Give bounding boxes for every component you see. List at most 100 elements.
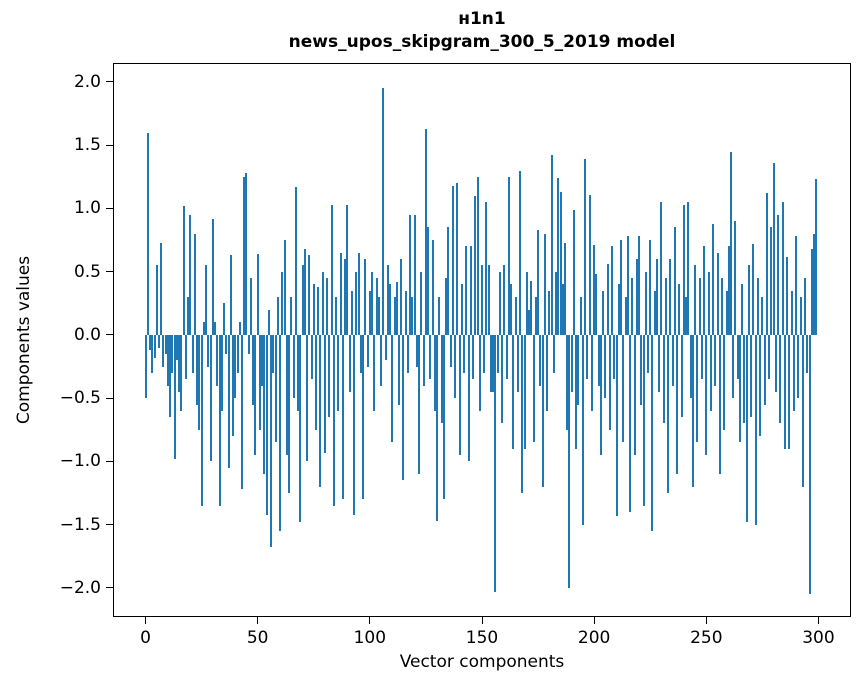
bar — [559, 192, 562, 335]
y-tick-label: −1.5 — [59, 514, 101, 535]
bar — [631, 278, 634, 335]
bar — [238, 322, 241, 335]
y-tick-mark — [106, 587, 113, 589]
bar — [781, 202, 784, 335]
bar — [187, 297, 190, 335]
bar — [449, 334, 452, 367]
bar — [310, 334, 313, 380]
bar — [687, 202, 690, 335]
bar — [472, 334, 475, 380]
x-tick-label: 100 — [353, 628, 387, 648]
bar — [315, 334, 317, 430]
bar — [391, 334, 394, 443]
bar — [752, 243, 755, 335]
bar — [404, 290, 407, 335]
bar — [537, 229, 540, 335]
x-tick-mark — [817, 617, 819, 624]
bar — [655, 259, 658, 335]
bar — [308, 255, 311, 335]
bar — [175, 334, 178, 361]
bar — [528, 309, 531, 335]
x-tick-mark — [705, 617, 707, 624]
bar — [808, 334, 811, 595]
bar — [395, 281, 398, 335]
bar — [716, 252, 719, 335]
bar — [254, 334, 257, 456]
y-tick-label: −2.0 — [59, 577, 101, 598]
bar — [321, 271, 324, 335]
bar — [261, 334, 264, 386]
bar — [790, 290, 793, 335]
bar — [263, 334, 266, 475]
bar — [359, 334, 362, 373]
bar — [772, 162, 775, 335]
bar — [532, 334, 535, 443]
bar — [575, 334, 578, 449]
bar — [774, 334, 777, 392]
bar — [646, 334, 649, 373]
bar — [810, 248, 813, 335]
bar — [662, 334, 665, 424]
bar — [487, 265, 490, 335]
bar — [745, 334, 748, 523]
bar — [196, 334, 199, 405]
bar — [290, 297, 293, 335]
bar — [193, 233, 196, 335]
bar — [705, 334, 708, 456]
x-axis-label: Vector components — [399, 652, 565, 672]
bar — [337, 334, 340, 411]
bar — [191, 334, 194, 373]
bar — [474, 195, 477, 335]
bar — [427, 227, 430, 335]
bar — [205, 265, 208, 335]
bar — [249, 278, 252, 335]
bar — [288, 334, 291, 494]
bar — [543, 233, 546, 335]
bar — [788, 334, 791, 449]
bar — [483, 334, 486, 373]
bar — [436, 334, 439, 521]
bar — [422, 334, 425, 386]
bar — [667, 334, 670, 494]
y-tick-label: 1.5 — [73, 135, 101, 156]
y-tick-label: 2.0 — [73, 71, 101, 92]
bar — [541, 334, 544, 487]
bar — [622, 334, 625, 443]
bar — [440, 334, 443, 424]
chart-title: н1n1 news_upos_skipgram_300_5_2019 model — [113, 8, 851, 54]
bar — [160, 242, 163, 335]
bar — [229, 255, 232, 335]
bar — [738, 334, 741, 443]
bar — [658, 334, 661, 392]
y-tick-mark — [106, 271, 113, 273]
bar — [568, 334, 571, 588]
bar — [164, 334, 167, 354]
bar — [366, 334, 369, 367]
bar — [546, 334, 549, 411]
y-tick-label: 0.0 — [73, 324, 101, 345]
bar — [653, 290, 656, 335]
bar — [155, 265, 158, 335]
bar — [597, 334, 600, 386]
bar — [234, 334, 237, 399]
bar — [673, 227, 676, 335]
bar — [747, 265, 750, 335]
bar — [712, 223, 715, 335]
bar — [671, 334, 674, 386]
bar — [171, 334, 174, 373]
bar — [330, 204, 333, 335]
bar — [299, 334, 302, 523]
y-tick-mark — [106, 334, 113, 336]
bar — [792, 334, 795, 411]
bar — [292, 334, 295, 399]
bar — [512, 334, 515, 449]
bar — [447, 227, 450, 335]
bar — [581, 334, 584, 525]
bar — [153, 334, 156, 358]
bar — [721, 278, 724, 335]
bar — [433, 334, 436, 411]
bar — [694, 265, 697, 335]
bar — [463, 334, 466, 373]
bar — [285, 334, 288, 456]
